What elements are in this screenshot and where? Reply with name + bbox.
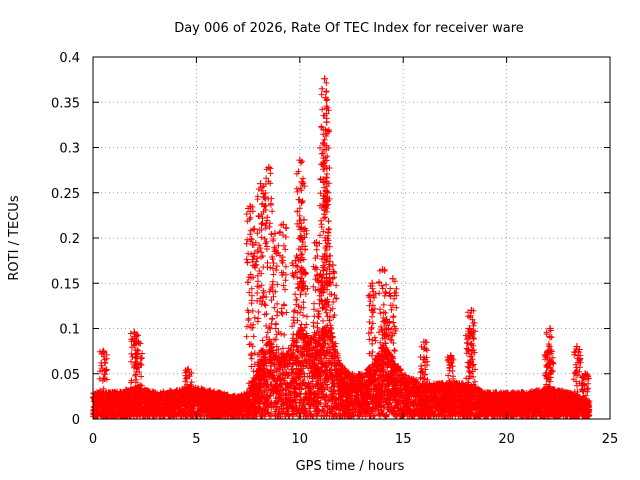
x-tick-label: 10 xyxy=(292,432,309,447)
peak-point xyxy=(581,370,589,378)
plot-frame xyxy=(92,56,611,420)
peak-point xyxy=(271,229,279,237)
peak-point xyxy=(279,220,287,228)
y-axis-label: ROTI / TECUs xyxy=(7,195,22,280)
grid-lines xyxy=(93,57,610,419)
x-axis-label: GPS time / hours xyxy=(296,459,405,474)
peak-point xyxy=(323,118,331,126)
x-tick-label: 20 xyxy=(498,432,515,447)
peak-point xyxy=(250,225,258,233)
peak-point xyxy=(420,338,428,346)
y-tick-label: 0.25 xyxy=(51,187,80,202)
peak-point xyxy=(465,325,473,332)
x-tick-label: 5 xyxy=(192,432,200,447)
peak-point xyxy=(320,139,328,147)
peak-point xyxy=(322,94,330,102)
peak-point xyxy=(544,347,552,355)
y-tick-label: 0.3 xyxy=(59,142,80,157)
peak-point xyxy=(257,180,265,188)
x-tick-label: 25 xyxy=(602,432,619,447)
peak-point xyxy=(467,306,475,314)
peak-point xyxy=(99,347,107,355)
peak-point xyxy=(573,343,581,351)
peak-point xyxy=(265,163,273,171)
peak-point xyxy=(134,338,142,346)
peak-point xyxy=(292,257,300,265)
peak-point xyxy=(329,261,337,269)
x-tick-label: 0 xyxy=(89,432,97,447)
peak-point xyxy=(383,315,391,323)
peak-point xyxy=(300,216,308,224)
y-tick-label: 0.15 xyxy=(51,277,80,292)
y-tick-label: 0.1 xyxy=(59,323,80,338)
peak-point xyxy=(298,178,306,186)
y-tick-label: 0.05 xyxy=(51,368,80,383)
axis-ticks xyxy=(92,56,611,420)
peak-point xyxy=(447,352,455,360)
peak-point xyxy=(546,325,554,332)
chart-title: Day 006 of 2026, Rate Of TEC Index for r… xyxy=(174,21,524,36)
tick-labels: 0 5 10 15 20 25 0 0.05 0.1 0.15 0.2 0.25 0.3 0.35 0.4 xyxy=(51,51,618,447)
peak-point xyxy=(324,189,332,197)
data-point-cloud xyxy=(90,79,593,420)
data-points xyxy=(90,75,593,420)
peak-point xyxy=(316,270,324,278)
x-tick-label: 15 xyxy=(395,432,412,447)
y-tick-label: 0.35 xyxy=(51,96,80,111)
y-tick-label: 0 xyxy=(72,413,80,428)
peak-point xyxy=(296,156,304,164)
peak-point xyxy=(130,328,138,336)
peak-point xyxy=(312,239,320,247)
peak-point xyxy=(246,202,254,210)
peak-point xyxy=(368,279,376,287)
peak-point xyxy=(261,193,269,201)
peak-point xyxy=(379,266,387,274)
y-tick-label: 0.2 xyxy=(59,232,80,247)
peak-point xyxy=(321,75,329,83)
y-tick-label: 0.4 xyxy=(59,51,80,66)
peak-point xyxy=(184,365,192,373)
peak-point xyxy=(389,275,397,283)
